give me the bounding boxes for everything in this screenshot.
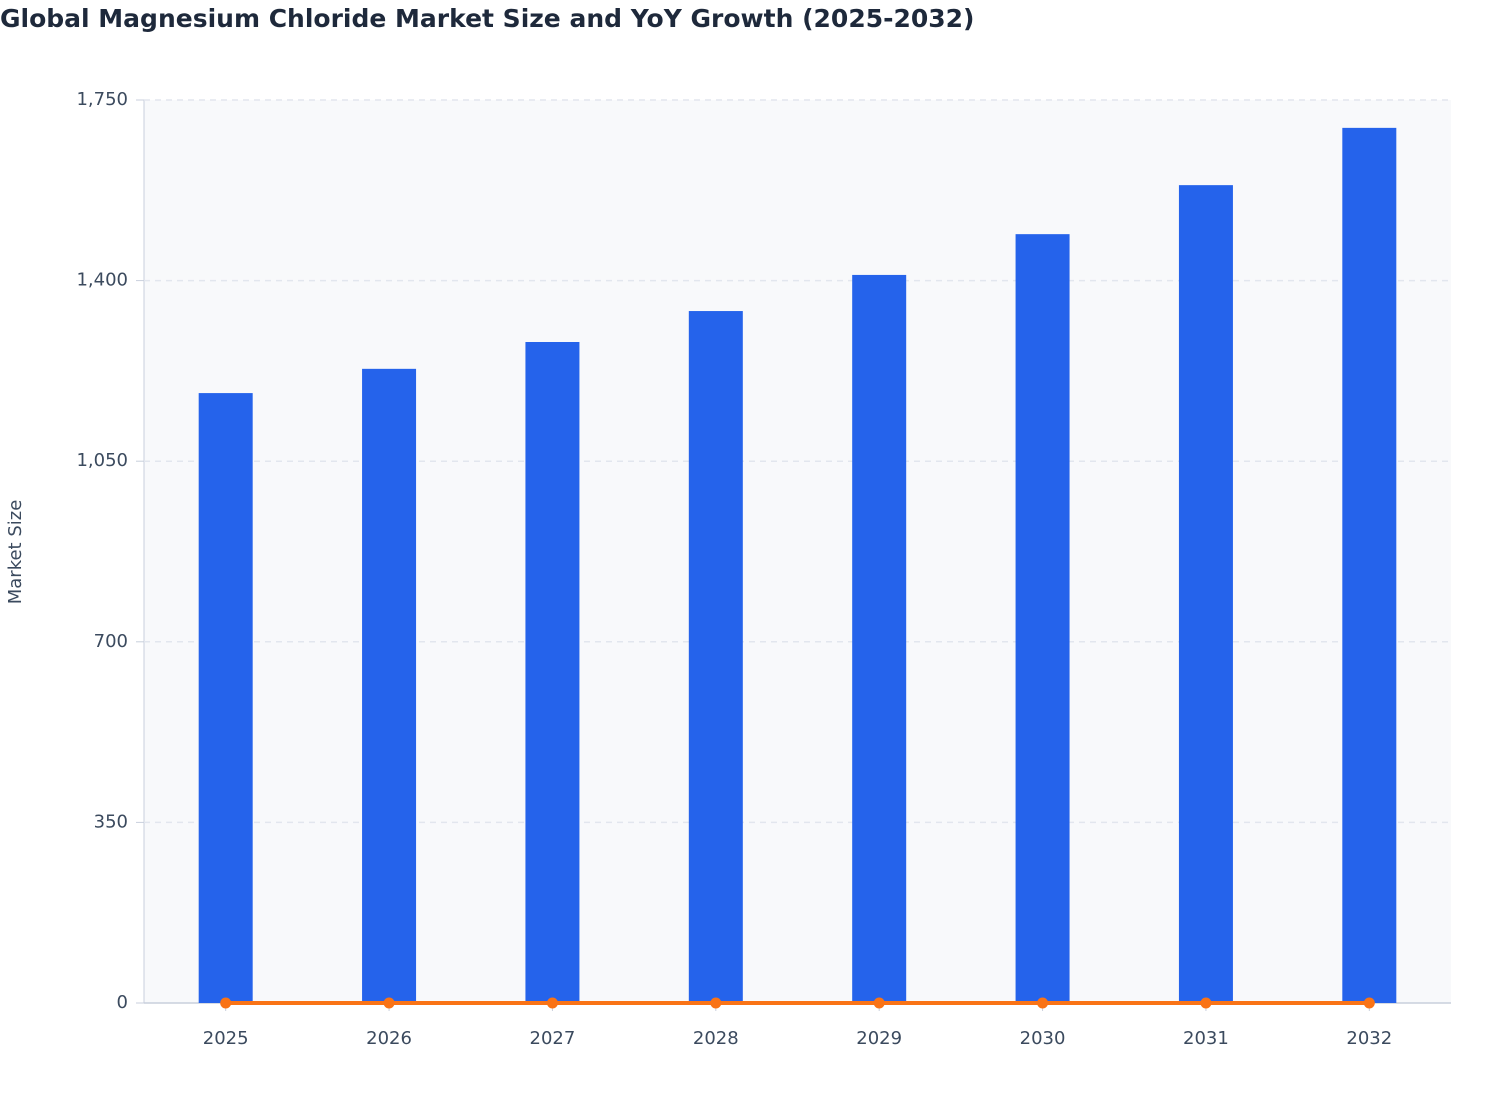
y-tick-label: 0 — [117, 992, 128, 1013]
chart-title: Global Magnesium Chloride Market Size an… — [0, 4, 975, 33]
x-tick-label: 2026 — [366, 1028, 412, 1049]
plot-area — [144, 100, 1451, 1003]
line-point — [546, 997, 558, 1009]
bar — [688, 311, 743, 1003]
bar — [1178, 185, 1233, 1003]
line-point — [710, 997, 722, 1009]
y-tick-label: 1,400 — [76, 270, 128, 291]
bar — [852, 274, 907, 1003]
x-tick-label: 2025 — [203, 1028, 249, 1049]
line-point — [1363, 997, 1375, 1009]
x-tick-label: 2030 — [1020, 1028, 1066, 1049]
bar — [1342, 127, 1397, 1003]
y-tick-label: 700 — [94, 631, 128, 652]
line-point — [873, 997, 885, 1009]
y-axis-title: Market Size — [5, 500, 26, 605]
y-tick-label: 1,750 — [76, 89, 128, 110]
x-tick-label: 2031 — [1183, 1028, 1229, 1049]
line-point — [1037, 997, 1049, 1009]
bar — [525, 342, 580, 1003]
y-tick-label: 350 — [94, 811, 128, 832]
line-point — [220, 997, 232, 1009]
y-tick-label: 1,050 — [76, 450, 128, 471]
x-tick-label: 2028 — [693, 1028, 739, 1049]
bar — [198, 393, 253, 1003]
line-point — [383, 997, 395, 1009]
line-point — [1200, 997, 1212, 1009]
x-tick-label: 2027 — [530, 1028, 576, 1049]
bar — [1015, 234, 1070, 1003]
bar — [362, 368, 417, 1003]
x-tick-label: 2032 — [1346, 1028, 1392, 1049]
x-tick-label: 2029 — [856, 1028, 902, 1049]
